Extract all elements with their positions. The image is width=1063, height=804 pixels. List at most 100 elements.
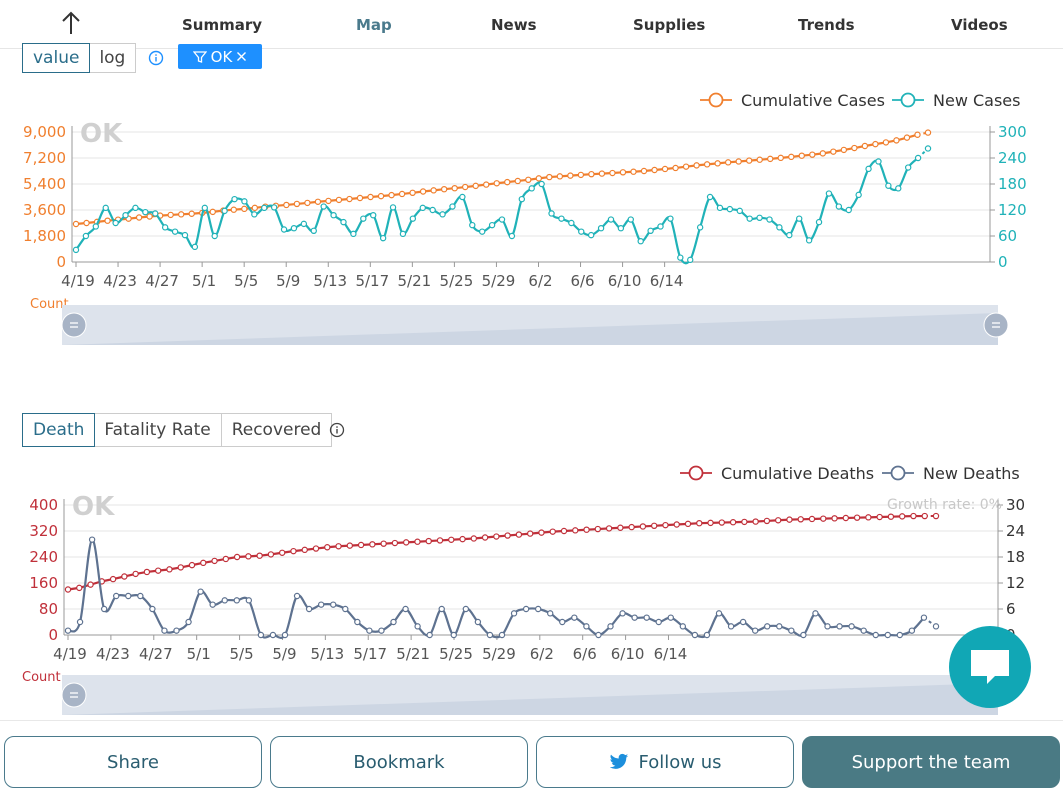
data-point	[673, 521, 680, 528]
data-point	[578, 228, 585, 235]
x-tick-label: 6/2	[530, 645, 554, 663]
x-tick-label: 4/19	[53, 645, 87, 663]
share-button[interactable]: Share	[4, 736, 262, 788]
data-point	[366, 627, 373, 634]
data-point	[112, 219, 119, 227]
data-point	[667, 614, 674, 621]
data-point	[211, 232, 218, 240]
nav-videos[interactable]: Videos	[951, 16, 1008, 34]
data-point	[200, 559, 207, 567]
data-point	[848, 623, 855, 630]
tab-death[interactable]: Death	[22, 413, 96, 447]
y-left-tick-label: 400	[29, 496, 58, 514]
data-point	[851, 144, 858, 152]
nav-map[interactable]: Map	[356, 16, 392, 34]
data-point	[325, 197, 332, 205]
data-point	[549, 528, 556, 535]
data-point	[380, 540, 387, 547]
data-point	[440, 185, 448, 193]
data-point	[379, 234, 387, 242]
data-point	[853, 514, 861, 521]
data-point	[677, 254, 684, 261]
data-point	[377, 192, 385, 200]
data-point	[796, 215, 803, 222]
data-point	[245, 553, 252, 560]
data-point	[910, 512, 917, 520]
data-point	[320, 203, 327, 210]
data-point	[251, 204, 259, 212]
x-tick-label: 5/9	[272, 645, 296, 663]
support-team-button[interactable]: Support the team	[802, 736, 1060, 788]
data-point	[808, 515, 816, 523]
data-point	[571, 614, 578, 621]
zoom-handle[interactable]	[61, 312, 87, 338]
data-point	[696, 224, 704, 231]
tab-fatality-rate[interactable]: Fatality Rate	[94, 414, 222, 446]
data-point	[766, 216, 773, 223]
data-point	[619, 169, 627, 176]
info-icon[interactable]	[329, 422, 345, 438]
chat-button[interactable]	[949, 626, 1031, 708]
data-point	[261, 204, 268, 212]
scale-value-option[interactable]: value	[22, 43, 91, 73]
nav-supplies[interactable]: Supplies	[633, 16, 706, 34]
zoom-handle[interactable]	[61, 682, 87, 708]
data-point	[305, 605, 313, 613]
data-point	[304, 199, 311, 207]
legend-marker	[688, 465, 704, 481]
data-point	[429, 206, 436, 214]
data-point	[594, 525, 602, 533]
data-point	[132, 204, 139, 212]
data-point	[459, 535, 466, 543]
data-point	[577, 171, 585, 179]
y-axis-unit-label: Count	[30, 297, 69, 312]
data-point	[399, 230, 407, 238]
data-point	[745, 157, 753, 164]
info-icon[interactable]	[148, 50, 164, 66]
x-tick-label: 5/17	[355, 272, 389, 290]
close-icon[interactable]	[236, 51, 247, 62]
y-left-tick-label: 160	[29, 574, 58, 592]
data-point	[560, 527, 568, 535]
nav-summary[interactable]: Summary	[182, 16, 263, 34]
data-point	[607, 216, 615, 223]
data-point	[402, 539, 410, 546]
scale-log-option[interactable]: log	[99, 48, 126, 68]
data-point	[756, 156, 763, 163]
back-arrow-icon[interactable]	[58, 8, 84, 38]
y-left-tick-label: 240	[29, 548, 58, 566]
data-point	[188, 210, 195, 217]
x-tick-label: 5/25	[439, 645, 473, 663]
data-point	[861, 142, 869, 150]
scale-toggle: value log	[22, 43, 137, 73]
data-point	[788, 627, 795, 634]
data-point	[389, 204, 397, 211]
data-point	[92, 223, 100, 230]
legend-marker	[890, 465, 906, 481]
bookmark-button[interactable]: Bookmark	[270, 736, 528, 788]
data-point	[639, 523, 647, 530]
data-point	[518, 195, 526, 203]
data-point	[687, 256, 694, 264]
follow-us-button[interactable]: Follow us	[536, 736, 794, 788]
state-filter-chip[interactable]: OK	[178, 44, 262, 69]
data-point	[357, 541, 365, 549]
nav-news[interactable]: News	[491, 16, 537, 34]
zoom-handle[interactable]	[983, 312, 1009, 338]
data-point	[470, 535, 478, 542]
data-point	[76, 618, 84, 626]
data-point	[449, 203, 456, 210]
data-point	[369, 541, 376, 548]
data-point	[764, 623, 771, 630]
data-point	[481, 534, 489, 541]
data-point	[269, 631, 277, 639]
data-point	[845, 206, 852, 214]
data-point	[367, 193, 374, 201]
data-point	[478, 228, 486, 235]
data-point	[661, 165, 669, 173]
tab-recovered[interactable]: Recovered	[231, 420, 322, 440]
data-point	[914, 131, 921, 138]
data-point	[142, 208, 149, 216]
y-right-tick-label: 60	[998, 227, 1017, 245]
nav-trends[interactable]: Trends	[798, 16, 855, 34]
